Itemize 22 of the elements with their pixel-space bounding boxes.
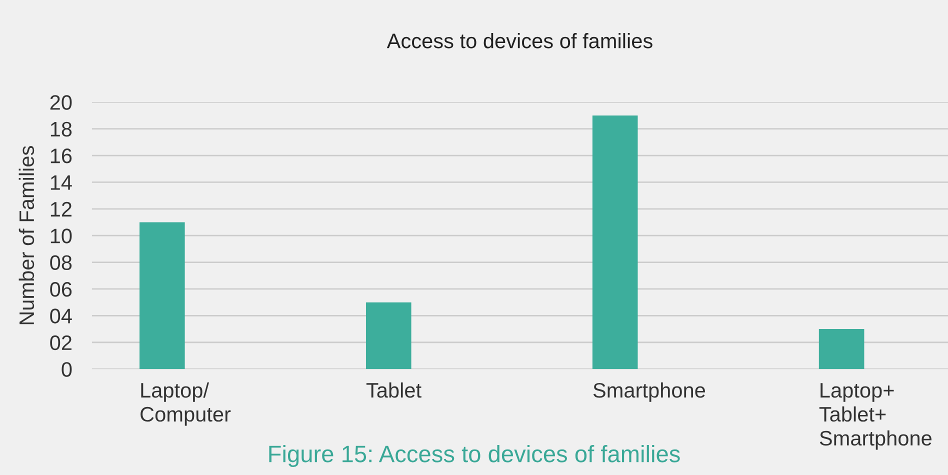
- y-tick-label: 0: [62, 362, 72, 377]
- y-tick-label: 10: [50, 228, 72, 244]
- x-tick-label: Laptop+ Tablet+ Smartphone: [819, 383, 932, 450]
- y-tick-label: 14: [50, 175, 72, 190]
- chart-title: Access to devices of families: [386, 33, 652, 48]
- y-tick-label: 06: [50, 282, 72, 297]
- y-axis-title: Number of Families: [18, 146, 34, 324]
- y-tick-label: 12: [50, 202, 72, 216]
- x-tick-label: Laptop/ Computer: [140, 382, 231, 426]
- bar: [818, 329, 864, 370]
- caption: Figure 15: Access to devices of families: [269, 444, 680, 468]
- bar: [140, 222, 185, 370]
- y-tick-label: 04: [50, 308, 72, 324]
- y-tick-label: 16: [50, 148, 72, 164]
- bar: [592, 115, 638, 370]
- y-tick-label: 02: [50, 335, 72, 350]
- y-tick-label: 18: [50, 122, 72, 137]
- bar: [366, 302, 412, 370]
- x-tick-label: Smartphone: [593, 382, 706, 402]
- y-tick-label: 20: [50, 95, 72, 110]
- x-tick-label: Tablet: [366, 382, 422, 398]
- y-tick-label: 08: [50, 255, 72, 270]
